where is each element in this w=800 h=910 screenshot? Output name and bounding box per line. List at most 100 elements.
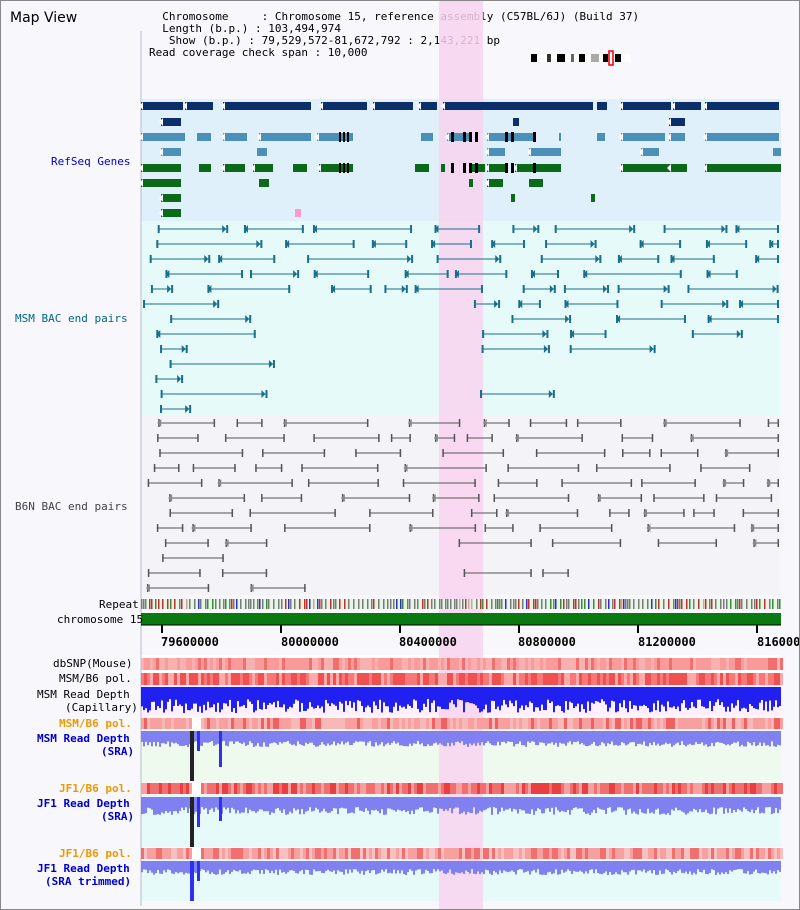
bac-end <box>742 509 745 517</box>
read-depth-bar <box>487 797 489 809</box>
polymorphism-cell <box>324 718 327 729</box>
track-label-msm-b6-pol[interactable]: MSM/B6 pol. <box>59 672 132 685</box>
polymorphism-cell <box>660 848 663 859</box>
polymorphism-cell <box>318 718 321 729</box>
repeat-element <box>621 599 623 609</box>
read-depth-bar <box>299 687 301 712</box>
polymorphism-cell <box>327 848 330 859</box>
bac-end <box>777 255 779 263</box>
track-label-repeat[interactable]: Repeat <box>99 598 139 611</box>
read-depth-bar <box>721 861 723 873</box>
bac-end <box>712 255 715 263</box>
strand-arrow <box>619 102 623 110</box>
track-label-dbsnp[interactable]: dbSNP(Mouse) <box>53 657 133 670</box>
read-depth-bar <box>229 687 231 700</box>
read-depth-bar <box>329 797 331 813</box>
strand-arrow <box>139 133 143 141</box>
polymorphism-cell <box>579 848 582 859</box>
repeat-element <box>200 599 202 609</box>
read-depth-bar <box>521 861 523 870</box>
track-label-jf1-read-depth-sra[interactable]: JF1 Read Depth <box>37 797 130 810</box>
read-depth-bar <box>455 687 457 708</box>
polymorphism-cell <box>408 673 411 685</box>
polymorphism-cell <box>144 673 147 685</box>
polymorphism-cell <box>471 718 474 729</box>
track-label-jf1-read-depth-trim-sub: (SRA trimmed) <box>45 875 132 888</box>
polymorphism-cell <box>246 673 249 685</box>
strand-arrow <box>617 255 622 263</box>
polymorphism-cell <box>723 718 726 729</box>
polymorphism-cell <box>771 848 774 859</box>
read-depth-bar <box>509 797 511 809</box>
polymorphism-cell <box>606 718 609 729</box>
polymorphism-cell <box>552 848 555 859</box>
polymorphism-cell <box>624 718 627 729</box>
polymorphism-cell <box>285 673 288 685</box>
track-label-msm-b6-pol-2[interactable]: MSM/B6 pol. <box>59 717 132 730</box>
read-depth-bar <box>589 797 591 815</box>
track-label-msm-read-depth-sra[interactable]: MSM Read Depth <box>37 732 130 745</box>
bac-end <box>284 524 286 532</box>
polymorphism-cell <box>429 783 432 794</box>
read-depth-bar <box>195 797 197 812</box>
strand-arrow <box>256 240 261 248</box>
polymorphism-cell <box>534 783 537 794</box>
repeat-element <box>253 599 255 609</box>
polymorphism-cell <box>294 848 297 859</box>
gene-exon <box>669 164 687 172</box>
track-label-refseq[interactable]: RefSeq Genes <box>51 155 131 168</box>
read-depth-bar <box>433 687 435 701</box>
read-depth-bar <box>397 687 399 711</box>
track-label-msm-bac[interactable]: MSM BAC end pairs <box>15 312 128 325</box>
read-depth-bar <box>241 861 243 874</box>
read-depth-bar <box>697 687 699 700</box>
read-depth-bar <box>173 731 175 744</box>
polymorphism-cell <box>612 848 615 859</box>
polymorphism-cell <box>324 673 327 685</box>
read-depth-bar <box>435 861 437 872</box>
polymorphism-cell <box>702 783 705 794</box>
read-depth-bar <box>569 797 571 815</box>
read-depth-bar <box>553 797 555 815</box>
read-depth-bar <box>339 687 341 702</box>
read-depth-bar <box>587 687 589 702</box>
polymorphism-cell <box>378 718 381 729</box>
polymorphism-cell <box>720 718 723 729</box>
read-depth-bar <box>691 731 693 746</box>
track-label-jf1-read-depth-trim[interactable]: JF1 Read Depth <box>37 862 130 875</box>
read-depth-bar <box>425 797 427 812</box>
bac-end <box>542 569 544 577</box>
snp-density-cell <box>549 658 552 670</box>
read-depth-bar <box>451 797 453 814</box>
bac-end <box>552 390 555 398</box>
polymorphism-cell <box>417 848 420 859</box>
track-label-b6n-bac[interactable]: B6N BAC end pairs <box>15 500 128 513</box>
read-depth-bar <box>725 797 727 809</box>
read-depth-bar <box>177 731 179 745</box>
polymorphism-cell <box>447 783 450 794</box>
repeat-element <box>588 599 590 609</box>
polymorphism-cell <box>453 673 456 685</box>
strand-arrow <box>491 240 496 248</box>
read-depth-bar <box>465 861 467 871</box>
snp-density-cell <box>627 658 630 670</box>
polymorphism-cell <box>750 718 753 729</box>
read-depth-bar <box>667 861 669 871</box>
track-label-msm-read-depth-cap[interactable]: MSM Read Depth <box>37 688 130 701</box>
read-depth-bar <box>315 731 317 747</box>
polymorphism-cell <box>267 848 270 859</box>
track-label-jf1-b6-pol[interactable]: JF1/B6 pol. <box>59 782 132 795</box>
polymorphism-cell <box>699 783 702 794</box>
read-depth-bar <box>605 731 607 747</box>
polymorphism-cell <box>693 673 696 685</box>
read-depth-bar <box>379 687 381 700</box>
read-depth-bar <box>491 687 493 701</box>
repeat-element <box>158 599 160 609</box>
strand-arrow <box>569 330 574 338</box>
snp-density-cell <box>636 658 639 670</box>
read-depth-bar <box>461 731 463 742</box>
track-label-jf1-b6-pol-2[interactable]: JF1/B6 pol. <box>59 847 132 860</box>
read-depth-bar <box>457 731 459 742</box>
polymorphism-cell <box>444 783 447 794</box>
